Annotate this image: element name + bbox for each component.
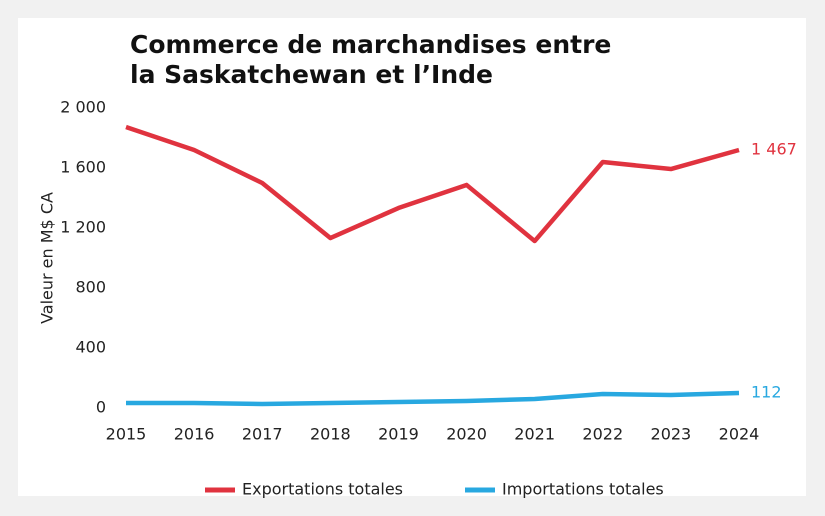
chart-title: la Saskatchewan et l’Inde — [130, 60, 493, 89]
x-tick-label: 2024 — [719, 425, 760, 444]
x-tick-label: 2021 — [514, 425, 555, 444]
x-tick-label: 2017 — [242, 425, 283, 444]
x-tick-label: 2016 — [174, 425, 215, 444]
end-label: 112 — [751, 383, 782, 402]
x-tick-label: 2018 — [310, 425, 351, 444]
y-tick-label: 800 — [75, 278, 106, 297]
legend-label: Exportations totales — [242, 480, 403, 499]
x-tick-label: 2022 — [582, 425, 623, 444]
y-tick-label: 1 600 — [60, 158, 106, 177]
y-axis-label: Valeur en M$ CA — [38, 192, 57, 324]
y-tick-label: 400 — [75, 338, 106, 357]
x-tick-label: 2015 — [106, 425, 147, 444]
y-tick-label: 2 000 — [60, 98, 106, 117]
legend-label: Importations totales — [502, 480, 664, 499]
x-tick-label: 2019 — [378, 425, 419, 444]
y-tick-label: 1 200 — [60, 218, 106, 237]
chart-title: Commerce de marchandises entre — [130, 30, 611, 59]
panel — [18, 18, 806, 496]
series-line — [126, 390, 740, 407]
series-line — [125, 124, 740, 244]
end-label: 1 467 — [751, 140, 797, 159]
x-tick-label: 2023 — [651, 425, 692, 444]
x-tick-label: 2020 — [446, 425, 487, 444]
y-tick-label: 0 — [96, 398, 106, 417]
